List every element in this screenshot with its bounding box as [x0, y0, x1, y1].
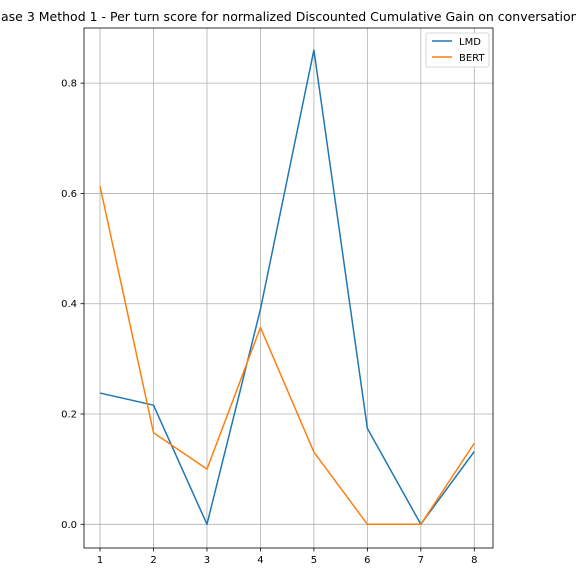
series-line-bert	[99, 186, 475, 526]
x-tick-label: 2	[150, 555, 156, 566]
x-tick-label: 6	[364, 555, 370, 566]
legend: LMD BERT	[425, 32, 490, 68]
x-tick-label: 7	[418, 555, 424, 566]
x-tick-label: 5	[311, 555, 317, 566]
x-tick-label: 1	[97, 555, 103, 566]
y-axis-ticks: 0.0 0.2 0.4 0.6 0.8	[61, 79, 84, 531]
x-tick-label: 4	[257, 555, 263, 566]
legend-label-bert: BERT	[459, 53, 485, 64]
y-tick-label: 0.6	[61, 189, 77, 200]
y-tick-label: 0.4	[61, 299, 77, 310]
x-tick-label: 8	[471, 555, 477, 566]
legend-label-lmd: LMD	[459, 37, 481, 48]
chart-title: Phase 3 Method 1 - Per turn score for no…	[0, 9, 576, 24]
y-tick-label: 0.8	[61, 79, 77, 90]
grid	[84, 28, 493, 548]
x-tick-label: 3	[204, 555, 210, 566]
y-tick-label: 0.0	[61, 520, 77, 531]
x-axis-ticks: 1 2 3 4 5 6 7 8	[97, 548, 477, 566]
series-line-lmd	[99, 49, 475, 526]
plot-frame	[83, 27, 494, 549]
y-tick-label: 0.2	[61, 410, 77, 421]
series-lines	[99, 49, 475, 526]
